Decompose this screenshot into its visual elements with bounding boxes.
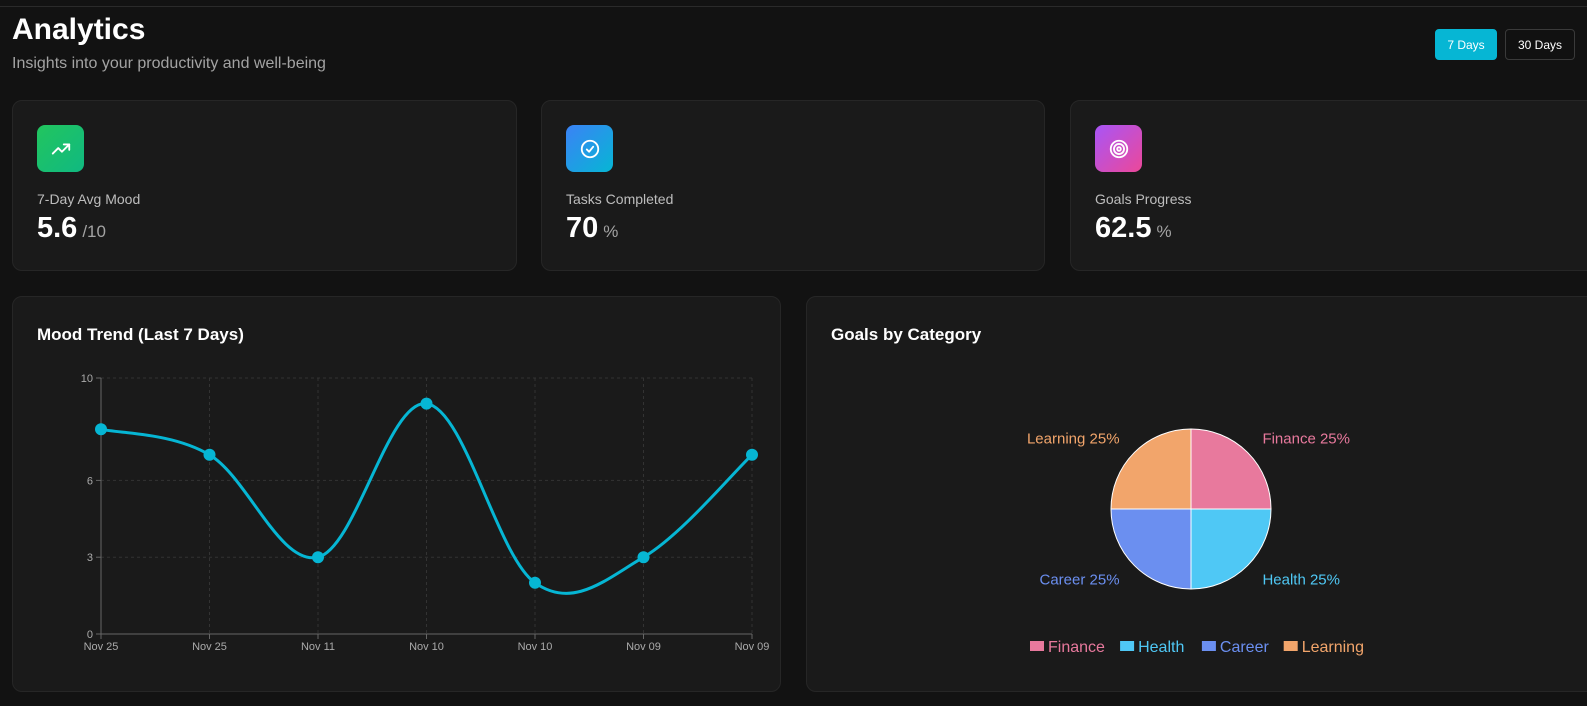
pie-label: Learning 25% (1027, 430, 1120, 447)
legend-swatch (1201, 641, 1216, 651)
stat-unit: % (603, 222, 619, 241)
pie-slice-learning (1110, 428, 1192, 510)
goals-progress-card: Goals Progress 62.5 % (1070, 100, 1587, 271)
legend-label: Health (1138, 639, 1184, 656)
stat-value-row: 5.6 /10 (37, 212, 106, 245)
x-tick-label: Nov 25 (84, 641, 119, 653)
stat-value: 5.6 (37, 212, 78, 244)
range-30-days-button[interactable]: 30 Days (1505, 29, 1575, 60)
mood-trend-card: Mood Trend (Last 7 Days) 0 3 6 10 Nov 25 Nov … (12, 296, 781, 692)
y-tick-label: 3 (87, 552, 93, 564)
check-circle-icon (566, 125, 613, 172)
goals-category-card: Goals by Category Finance 25% Health 25% C… (806, 296, 1587, 692)
stat-unit: % (1156, 222, 1172, 241)
mood-point (637, 551, 650, 564)
y-tick-label: 10 (81, 373, 93, 385)
pie-label: Health 25% (1262, 572, 1340, 589)
legend-label: Finance (1048, 639, 1105, 656)
target-icon (1095, 125, 1142, 172)
mood-trend-chart: 0 3 6 10 Nov 25 Nov 25 Nov 11 Nov 10 Nov 10 Nov 0… (81, 373, 770, 653)
x-tick-label: Nov 25 (192, 641, 227, 653)
page-title: Analytics (12, 13, 146, 46)
pie-slice-health (1190, 508, 1272, 590)
legend-swatch (1283, 641, 1298, 651)
legend-swatch (1030, 641, 1044, 651)
range-7-days-button[interactable]: 7 Days (1435, 29, 1497, 60)
mood-chart-title: Mood Trend (Last 7 Days) (37, 325, 244, 344)
stat-value-row: 62.5 % (1095, 212, 1172, 245)
legend-label: Learning (1302, 639, 1364, 656)
stat-label: Tasks Completed (566, 191, 674, 207)
mood-point (312, 551, 324, 564)
top-divider (0, 6, 1587, 7)
x-tick-label: Nov 09 (626, 641, 661, 653)
pie-label: Career 25% (1040, 572, 1120, 589)
legend-label: Career (1220, 639, 1270, 656)
y-tick-label: 6 (87, 475, 93, 487)
mood-point (203, 448, 216, 461)
legend-swatch (1120, 641, 1135, 651)
trending-up-icon (37, 125, 84, 172)
mood-point (746, 448, 758, 461)
y-tick-label: 0 (87, 629, 93, 641)
avg-mood-card: 7-Day Avg Mood 5.6 /10 (12, 100, 517, 271)
goals-chart-title: Goals by Category (831, 325, 982, 344)
mood-point (95, 423, 107, 436)
stat-value: 70 (566, 212, 599, 244)
stat-value: 62.5 (1095, 212, 1152, 244)
x-tick-label: Nov 11 (301, 641, 335, 653)
tasks-completed-card: Tasks Completed 70 % (541, 100, 1045, 271)
goals-pie-chart: Finance 25% Health 25% Career 25% Learning … (1027, 428, 1364, 656)
stat-value-row: 70 % (566, 212, 618, 245)
stat-label: Goals Progress (1095, 191, 1192, 207)
stat-unit: /10 (82, 222, 106, 241)
pie-slice-finance (1190, 428, 1272, 510)
x-tick-label: Nov 09 (735, 641, 770, 653)
stat-label: 7-Day Avg Mood (37, 191, 141, 207)
pie-label: Finance 25% (1262, 430, 1350, 447)
x-tick-label: Nov 10 (518, 641, 553, 653)
mood-point (529, 576, 541, 589)
x-tick-label: Nov 10 (409, 641, 444, 653)
page-subtitle: Insights into your productivity and well… (12, 55, 326, 72)
pie-slice-career (1110, 508, 1192, 590)
mood-point (420, 397, 433, 410)
